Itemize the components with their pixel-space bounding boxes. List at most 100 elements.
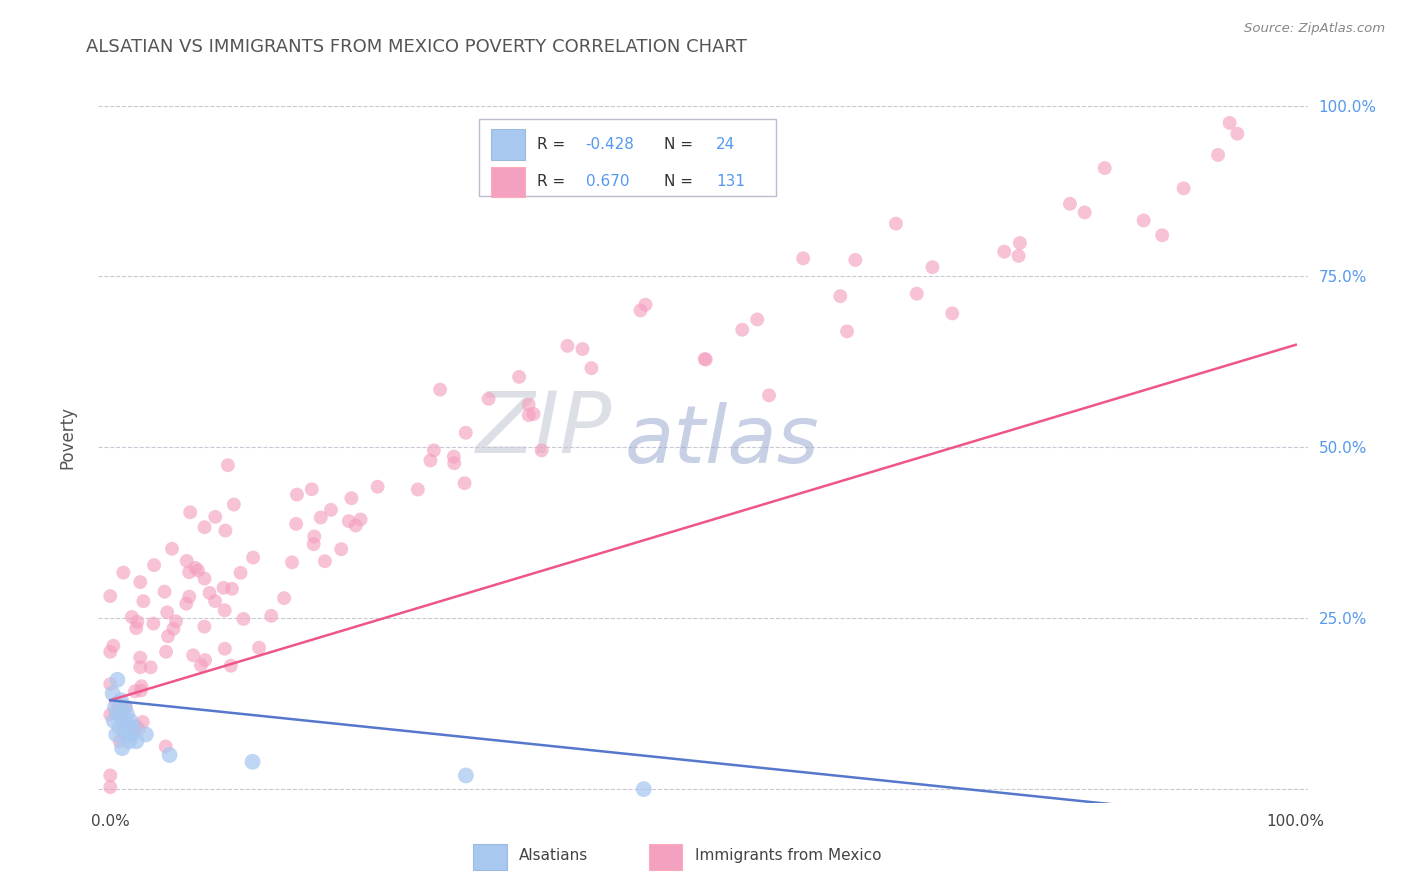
Point <box>104 700 127 714</box>
Point <box>281 555 304 569</box>
Point <box>260 608 283 623</box>
Point <box>153 584 176 599</box>
Point <box>1073 205 1095 219</box>
Point <box>921 260 943 275</box>
Point <box>581 361 603 376</box>
Point <box>176 597 198 611</box>
Point <box>179 590 201 604</box>
FancyBboxPatch shape <box>648 844 682 870</box>
Point <box>941 306 963 320</box>
Point <box>454 425 477 440</box>
Point <box>108 734 131 748</box>
Point <box>112 714 135 728</box>
Point <box>125 734 148 748</box>
Point <box>135 727 157 741</box>
Point <box>111 741 134 756</box>
Text: 131: 131 <box>716 174 745 189</box>
Point <box>214 641 236 656</box>
Point <box>219 658 242 673</box>
Point <box>103 714 125 728</box>
Point <box>731 323 754 337</box>
Point <box>107 703 129 717</box>
Point <box>193 520 215 534</box>
Text: -0.428: -0.428 <box>586 136 634 152</box>
Point <box>187 564 209 578</box>
Point <box>121 727 143 741</box>
Point <box>443 456 465 470</box>
Text: ZIP: ZIP <box>477 388 613 471</box>
FancyBboxPatch shape <box>474 844 508 870</box>
Point <box>747 312 769 326</box>
Point <box>98 768 121 782</box>
Point <box>1226 127 1249 141</box>
Point <box>844 252 866 267</box>
Point <box>155 645 177 659</box>
Point <box>1007 249 1029 263</box>
Point <box>129 575 152 590</box>
Point <box>633 782 655 797</box>
Point <box>1132 213 1154 227</box>
Point <box>159 747 181 762</box>
Text: atlas: atlas <box>624 401 820 480</box>
Point <box>131 714 153 729</box>
Point <box>1008 235 1031 250</box>
Point <box>884 217 907 231</box>
Point <box>179 505 201 519</box>
Point <box>557 339 579 353</box>
Point <box>143 558 166 573</box>
Point <box>212 581 235 595</box>
Point <box>112 703 135 717</box>
Point <box>242 550 264 565</box>
Point <box>508 369 530 384</box>
Point <box>314 554 336 568</box>
Point <box>114 700 136 714</box>
FancyBboxPatch shape <box>492 128 526 160</box>
Point <box>301 483 323 497</box>
Point <box>176 554 198 568</box>
Point <box>204 509 226 524</box>
Point <box>232 612 254 626</box>
Point <box>98 780 121 794</box>
Point <box>217 458 239 473</box>
Point <box>139 660 162 674</box>
Point <box>118 734 141 748</box>
Point <box>98 677 121 691</box>
Point <box>1094 161 1116 175</box>
Point <box>1059 196 1081 211</box>
Point <box>122 721 145 735</box>
Point <box>115 700 138 714</box>
Point <box>630 303 652 318</box>
Text: R =: R = <box>537 174 571 189</box>
Point <box>103 639 125 653</box>
Text: Source: ZipAtlas.com: Source: ZipAtlas.com <box>1244 22 1385 36</box>
Point <box>98 707 121 722</box>
Point <box>124 684 146 698</box>
Point <box>634 298 657 312</box>
Point <box>112 717 135 731</box>
Point <box>160 541 183 556</box>
Point <box>214 603 236 617</box>
Point <box>478 392 501 406</box>
Point <box>429 383 451 397</box>
Point <box>98 589 121 603</box>
Point <box>344 518 367 533</box>
Point <box>156 629 179 643</box>
Point <box>443 450 465 464</box>
Point <box>993 244 1015 259</box>
Point <box>406 483 429 497</box>
Point <box>181 648 204 663</box>
Point <box>120 714 142 728</box>
Point <box>132 594 155 608</box>
Point <box>194 572 217 586</box>
Point <box>193 619 215 633</box>
Point <box>522 407 544 421</box>
Point <box>695 352 717 367</box>
Point <box>111 708 134 723</box>
Point <box>454 768 477 782</box>
Point <box>530 443 553 458</box>
Point <box>367 480 389 494</box>
Y-axis label: Poverty: Poverty <box>58 406 76 468</box>
Point <box>792 252 814 266</box>
Text: Immigrants from Mexico: Immigrants from Mexico <box>695 848 882 863</box>
Point <box>98 645 121 659</box>
